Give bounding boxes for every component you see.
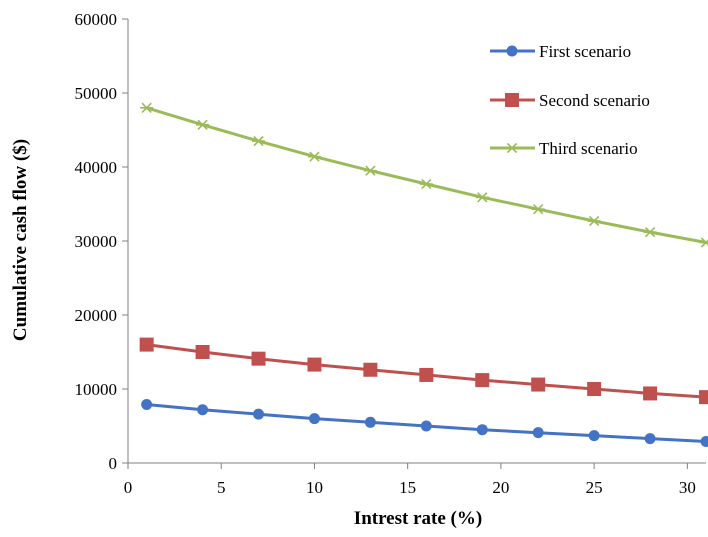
series-1 <box>141 399 708 447</box>
x-tick-label: 15 <box>399 478 416 497</box>
data-point <box>420 179 433 188</box>
data-point <box>475 373 489 387</box>
data-point <box>700 238 708 247</box>
data-point <box>533 427 544 438</box>
series-2 <box>140 338 708 405</box>
legend-label: Second scenario <box>539 91 650 110</box>
data-point <box>699 390 708 404</box>
data-point <box>701 436 708 447</box>
data-point <box>253 409 264 420</box>
y-axis-title: Cumulative cash flow ($) <box>10 139 31 341</box>
data-point <box>364 166 377 175</box>
data-point <box>141 399 152 410</box>
legend-label: First scenario <box>539 42 631 61</box>
data-point <box>252 137 265 146</box>
series-line <box>147 108 706 243</box>
data-point <box>365 417 376 428</box>
legend-label: Third scenario <box>539 139 638 158</box>
data-point <box>309 413 320 424</box>
data-point <box>532 205 545 214</box>
y-tick-label: 50000 <box>75 84 118 103</box>
data-point <box>196 345 210 359</box>
x-axis-title: Intrest rate (%) <box>354 508 482 529</box>
data-point <box>588 216 601 225</box>
legend-item: Third scenario <box>490 139 638 158</box>
legend-swatch-marker <box>505 93 519 107</box>
data-point <box>197 404 208 415</box>
data-point <box>140 103 153 112</box>
legend-item: Second scenario <box>490 91 650 110</box>
y-tick-label: 20000 <box>75 306 118 325</box>
x-tick-label: 10 <box>306 478 323 497</box>
data-point <box>307 358 321 372</box>
data-point <box>645 433 656 444</box>
legend-item: First scenario <box>490 42 631 61</box>
data-point <box>421 421 432 432</box>
x-tick-label: 5 <box>217 478 226 497</box>
legend-swatch-marker <box>506 143 519 152</box>
x-tick-label: 25 <box>586 478 603 497</box>
data-point <box>644 228 657 237</box>
data-point <box>419 368 433 382</box>
data-point <box>363 363 377 377</box>
y-tick-label: 40000 <box>75 158 118 177</box>
data-point <box>589 430 600 441</box>
y-tick-label: 60000 <box>75 10 118 29</box>
x-tick-label: 20 <box>492 478 509 497</box>
y-tick-label: 30000 <box>75 232 118 251</box>
data-point <box>196 120 209 129</box>
data-point <box>477 424 488 435</box>
series-3 <box>140 103 708 247</box>
legend-swatch-marker <box>507 46 518 57</box>
x-tick-label: 0 <box>124 478 133 497</box>
data-point <box>308 152 321 161</box>
legend: First scenario Second scenario Third scena… <box>490 42 650 158</box>
y-tick-label: 10000 <box>75 380 118 399</box>
x-tick-label: 30 <box>679 478 696 497</box>
y-tick-label: 0 <box>109 454 118 473</box>
data-point <box>252 352 266 366</box>
data-point <box>531 378 545 392</box>
data-point <box>140 338 154 352</box>
data-point <box>476 193 489 202</box>
data-point <box>643 386 657 400</box>
data-point <box>587 382 601 396</box>
